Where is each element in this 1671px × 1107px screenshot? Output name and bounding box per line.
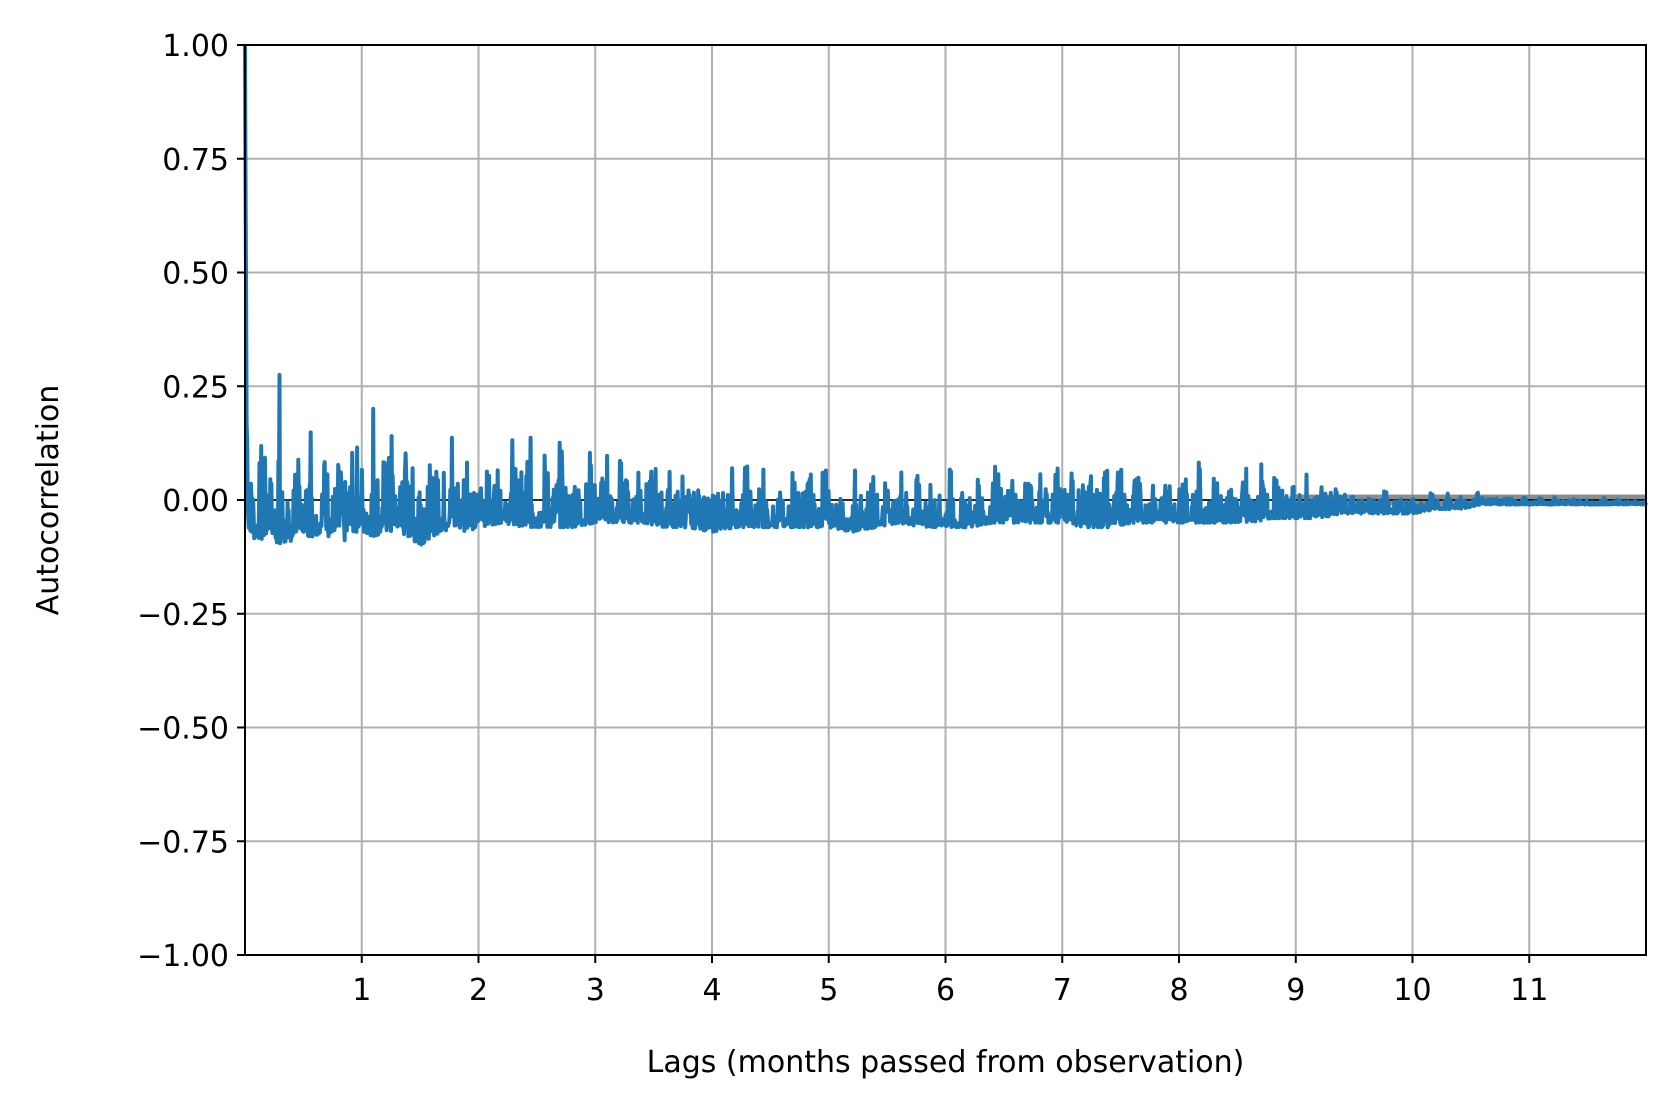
x-tick-label: 5 <box>819 973 838 1008</box>
x-tick-labels: 1 2 3 4 5 6 7 8 9 10 11 <box>352 973 1548 1008</box>
series-layer <box>243 44 1648 547</box>
tick-marks <box>237 44 1531 963</box>
x-tick-label: 11 <box>1510 973 1548 1008</box>
x-tick-label: 10 <box>1393 973 1431 1008</box>
x-tick-label: 6 <box>936 973 955 1008</box>
y-tick-label: −1.00 <box>137 939 229 974</box>
y-tick-label: 0.00 <box>162 484 229 519</box>
x-tick-label: 8 <box>1169 973 1188 1008</box>
x-tick-label: 2 <box>469 973 488 1008</box>
autocorrelation-line <box>243 44 1648 547</box>
x-axis-label: Lags (months passed from observation) <box>647 1045 1245 1080</box>
y-tick-label: −0.25 <box>137 598 229 633</box>
y-tick-label: −0.75 <box>137 825 229 860</box>
x-tick-label: 1 <box>352 973 371 1008</box>
x-tick-label: 3 <box>586 973 605 1008</box>
y-axis-label: Autocorrelation <box>31 385 66 616</box>
y-tick-label: −0.50 <box>137 712 229 747</box>
y-tick-label: 1.00 <box>162 29 229 64</box>
x-tick-label: 4 <box>702 973 721 1008</box>
y-tick-label: 0.75 <box>162 143 229 178</box>
x-tick-label: 9 <box>1286 973 1305 1008</box>
y-tick-labels: −1.00 −0.75 −0.50 −0.25 0.00 0.25 0.50 0.75 1.00 <box>137 29 229 974</box>
x-tick-label: 7 <box>1053 973 1072 1008</box>
y-tick-label: 0.50 <box>162 257 229 292</box>
y-tick-label: 0.25 <box>162 370 229 405</box>
